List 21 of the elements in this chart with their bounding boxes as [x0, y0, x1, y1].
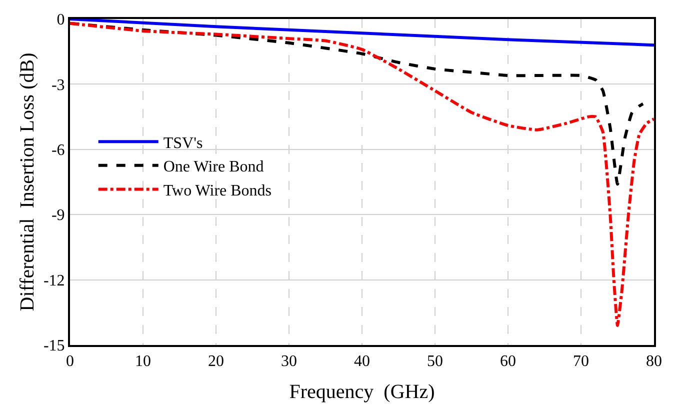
x-tick-label: 60 — [500, 353, 516, 370]
line-series — [70, 19, 654, 47]
line-series — [70, 22, 654, 327]
y-tick-label: -9 — [51, 207, 65, 224]
y-tick-label: -15 — [43, 338, 65, 355]
legend-label: Two Wire Bonds — [163, 182, 272, 200]
legend-label: TSV's — [163, 134, 203, 152]
y-tick-label: -12 — [43, 272, 65, 290]
x-tick-label: 30 — [281, 353, 297, 370]
y-tick-label: -6 — [51, 142, 65, 159]
y-tick-label: -3 — [51, 76, 65, 94]
x-tick-label: 20 — [208, 353, 224, 370]
x-tick-label: 80 — [646, 353, 662, 370]
y-axis-title: Differential Insertion Loss (dB) — [16, 52, 38, 312]
x-axis-title: Frequency (GHz) — [289, 381, 435, 404]
y-tick-label: 0 — [56, 12, 65, 29]
x-tick-label: 50 — [427, 353, 443, 370]
legend-label: One Wire Bond — [163, 158, 264, 176]
x-tick-label: 40 — [354, 353, 370, 370]
x-tick-label: 10 — [135, 353, 151, 370]
x-tick-label: 70 — [573, 353, 589, 370]
